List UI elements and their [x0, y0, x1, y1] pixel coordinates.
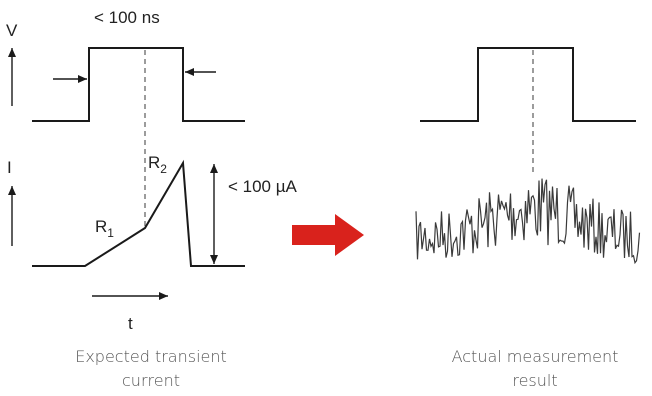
current-amplitude-label: < 100 µA	[228, 177, 298, 196]
expected-caption-line1: Expected transient	[75, 347, 227, 366]
r2-subscript: 2	[160, 162, 167, 176]
actual-measurement-panel: Actual measurement result	[415, 47, 641, 390]
r1-subscript: 1	[107, 226, 114, 240]
i-axis-label: I	[7, 158, 12, 177]
expected-current-panel: I R1 R2 < 100 µA t Expected transient cu…	[7, 153, 298, 390]
actual-voltage-pulse	[420, 47, 636, 122]
r2-main-text: R	[148, 153, 160, 172]
r1-label: R1	[95, 217, 114, 240]
expected-caption-line2: current	[122, 371, 180, 390]
right-arrow-shape	[292, 214, 364, 256]
v-axis-label: V	[6, 21, 18, 40]
actual-caption-line1: Actual measurement	[452, 347, 619, 366]
expected-voltage-panel: V < 100 ns	[6, 8, 245, 230]
noise-trace	[415, 178, 641, 265]
pulse-width-label: < 100 ns	[94, 8, 160, 27]
expected-voltage-pulse	[32, 47, 245, 122]
right-arrow-icon	[292, 214, 364, 256]
r2-label: R2	[148, 153, 167, 176]
r1-main-text: R	[95, 217, 107, 236]
noisy-measurement-signal	[415, 178, 641, 265]
expected-transient-current-curve	[32, 159, 245, 267]
t-axis-label: t	[128, 314, 133, 333]
actual-caption-line2: result	[512, 371, 557, 390]
